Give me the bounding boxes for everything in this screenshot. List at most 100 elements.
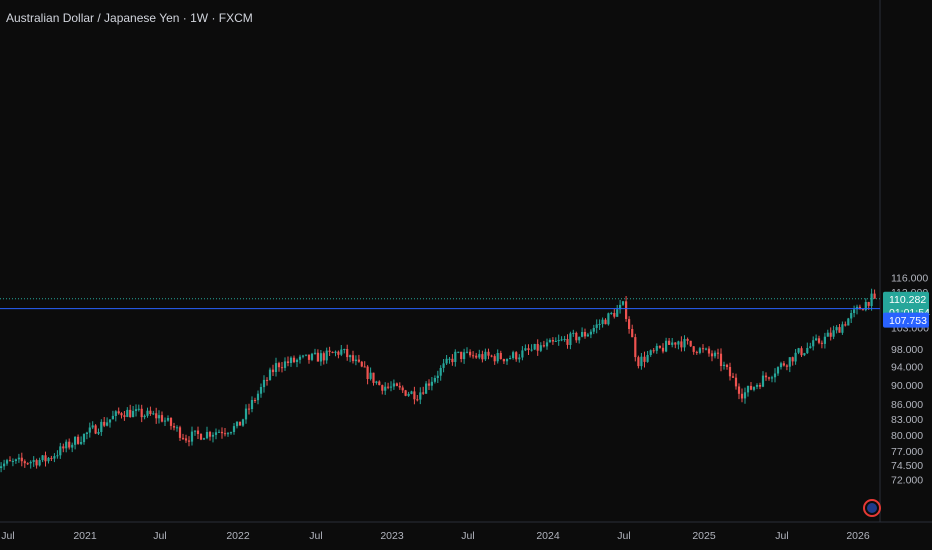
candle-body[interactable] <box>716 352 720 354</box>
candle-body[interactable] <box>725 364 729 367</box>
candle-body[interactable] <box>425 383 428 394</box>
candle-body[interactable] <box>867 302 870 306</box>
candle-body[interactable] <box>166 418 170 421</box>
candle-body[interactable] <box>160 415 164 422</box>
candle-body[interactable] <box>791 357 794 362</box>
candle-body[interactable] <box>274 363 278 372</box>
candle-body[interactable] <box>286 361 290 363</box>
candle-body[interactable] <box>199 433 203 440</box>
candle-body[interactable] <box>44 455 47 462</box>
candle-body[interactable] <box>734 377 738 387</box>
candle-body[interactable] <box>815 338 818 341</box>
candle-body[interactable] <box>864 302 867 311</box>
candle-body[interactable] <box>229 432 233 434</box>
candle-body[interactable] <box>773 373 777 378</box>
candle-body[interactable] <box>381 385 384 391</box>
candle-body[interactable] <box>280 367 284 369</box>
candle-body[interactable] <box>430 381 433 386</box>
candle-body[interactable] <box>307 354 311 360</box>
candle-body[interactable] <box>422 392 425 394</box>
candle-body[interactable] <box>767 377 771 379</box>
candle-body[interactable] <box>77 436 80 444</box>
candle-body[interactable] <box>844 324 847 326</box>
candle-body[interactable] <box>82 434 86 443</box>
candle-body[interactable] <box>515 352 518 360</box>
candle-body[interactable] <box>463 352 466 360</box>
candle-body[interactable] <box>752 386 756 390</box>
candle-body[interactable] <box>187 440 191 442</box>
candle-body[interactable] <box>451 358 454 363</box>
candle-body[interactable] <box>749 385 753 390</box>
candle-body[interactable] <box>103 421 106 426</box>
candle-body[interactable] <box>797 348 800 353</box>
candle-body[interactable] <box>366 366 369 379</box>
candle-body[interactable] <box>496 353 499 362</box>
candle-body[interactable] <box>217 431 221 433</box>
candle-body[interactable] <box>3 463 6 467</box>
candle-body[interactable] <box>117 411 120 414</box>
candle-body[interactable] <box>746 385 750 393</box>
candle-body[interactable] <box>820 342 823 344</box>
candle-body[interactable] <box>298 356 302 360</box>
candle-body[interactable] <box>349 355 352 358</box>
candle-body[interactable] <box>244 408 248 420</box>
candle-body[interactable] <box>855 306 859 310</box>
candle-body[interactable] <box>389 386 393 388</box>
candle-body[interactable] <box>566 339 569 345</box>
candle-body[interactable] <box>354 359 357 362</box>
candle-body[interactable] <box>610 313 613 314</box>
candle-body[interactable] <box>873 293 876 299</box>
candle-body[interactable] <box>157 415 161 419</box>
candle-body[interactable] <box>835 327 838 331</box>
candle-body[interactable] <box>235 421 239 427</box>
candle-body[interactable] <box>169 418 173 426</box>
candle-body[interactable] <box>38 460 41 466</box>
candle-body[interactable] <box>701 348 705 350</box>
candle-body[interactable] <box>761 375 765 387</box>
candle-body[interactable] <box>357 359 360 362</box>
candle-body[interactable] <box>392 383 395 387</box>
candle-body[interactable] <box>268 369 272 381</box>
candle-body[interactable] <box>202 438 206 440</box>
candle-body[interactable] <box>88 427 91 433</box>
candle-body[interactable] <box>853 309 856 313</box>
candle-body[interactable] <box>271 369 275 373</box>
candle-body[interactable] <box>346 349 349 358</box>
candle-body[interactable] <box>35 460 38 466</box>
candle-body[interactable] <box>442 363 445 368</box>
candle-body[interactable] <box>829 332 832 337</box>
candle-body[interactable] <box>631 329 634 338</box>
candle-body[interactable] <box>586 334 589 337</box>
candle-body[interactable] <box>595 324 598 328</box>
candle-body[interactable] <box>707 348 711 354</box>
candle-body[interactable] <box>295 359 299 362</box>
candle-body[interactable] <box>737 386 741 394</box>
candle-body[interactable] <box>283 361 287 368</box>
candle-body[interactable] <box>319 353 322 362</box>
candle-body[interactable] <box>509 358 512 359</box>
candle-body[interactable] <box>677 341 680 345</box>
candle-body[interactable] <box>5 460 9 464</box>
candle-body[interactable] <box>211 434 215 437</box>
candle-body[interactable] <box>788 357 791 367</box>
candle-body[interactable] <box>232 426 236 432</box>
candle-body[interactable] <box>223 433 227 435</box>
candle-body[interactable] <box>524 348 527 351</box>
candle-body[interactable] <box>563 339 566 340</box>
candle-body[interactable] <box>8 460 12 462</box>
candle-body[interactable] <box>530 349 533 351</box>
candle-body[interactable] <box>106 422 109 426</box>
candle-body[interactable] <box>41 455 44 461</box>
candle-body[interactable] <box>395 383 398 386</box>
candle-body[interactable] <box>143 415 146 418</box>
candle-body[interactable] <box>178 427 182 438</box>
candle-body[interactable] <box>548 340 551 343</box>
candle-body[interactable] <box>220 431 224 434</box>
candle-body[interactable] <box>850 313 853 319</box>
candle-body[interactable] <box>363 366 366 368</box>
candle-body[interactable] <box>163 420 167 422</box>
candle-body[interactable] <box>419 392 422 400</box>
candle-body[interactable] <box>527 348 530 350</box>
candle-body[interactable] <box>325 350 328 361</box>
